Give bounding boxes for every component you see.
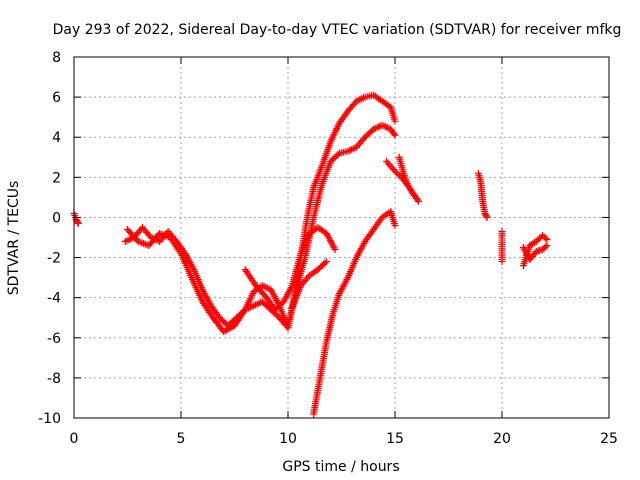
- y-tick-label: -8: [47, 371, 61, 387]
- data-point: [378, 121, 386, 129]
- y-tick-label: 6: [52, 90, 61, 106]
- data-point: [121, 238, 129, 246]
- data-point: [394, 170, 402, 178]
- data-point: [534, 236, 542, 244]
- series-arc-e: [241, 223, 339, 314]
- y-tick-label: -6: [47, 331, 61, 347]
- y-tick-label: 2: [52, 170, 61, 186]
- data-point: [354, 96, 362, 104]
- data-point: [543, 242, 551, 250]
- x-tick-label: 5: [177, 431, 186, 447]
- series-arc-i: [474, 169, 491, 221]
- data-point: [542, 243, 550, 251]
- y-tick-label: -2: [47, 251, 61, 267]
- data-point: [126, 235, 134, 243]
- data-point: [390, 130, 398, 138]
- data-point: [74, 218, 82, 226]
- data-point: [393, 169, 401, 177]
- data-point: [331, 246, 339, 254]
- data-point: [532, 238, 540, 246]
- data-point: [334, 151, 342, 159]
- data-point: [391, 117, 399, 125]
- data-point: [74, 219, 82, 227]
- data-point: [123, 237, 131, 245]
- data-point: [413, 196, 421, 204]
- data-point: [349, 145, 357, 153]
- x-tick-label: 25: [600, 431, 618, 447]
- data-point: [543, 236, 551, 244]
- data-point: [498, 258, 506, 266]
- data-point: [323, 258, 331, 266]
- data-point: [390, 166, 398, 174]
- y-tick-label: -4: [47, 291, 61, 307]
- data-point: [410, 191, 418, 199]
- series-arc-h: [395, 153, 418, 199]
- data-point: [262, 283, 270, 291]
- data-point: [253, 300, 261, 308]
- data-point: [371, 124, 379, 132]
- data-point: [535, 235, 543, 243]
- x-tick-label: 20: [493, 431, 511, 447]
- y-axis-label: SDTVAR / TECUs: [6, 181, 22, 296]
- data-point: [482, 212, 490, 220]
- x-axis-label: GPS time / hours: [282, 459, 399, 475]
- data-point: [125, 236, 133, 244]
- series-arc-d: [288, 258, 331, 312]
- y-tick-label: 4: [52, 130, 61, 146]
- series-arc-f: [310, 207, 399, 418]
- x-tick-label: 10: [279, 431, 297, 447]
- data-point: [359, 94, 367, 102]
- data-point: [391, 221, 399, 229]
- data-point: [346, 146, 354, 154]
- data-point: [358, 95, 366, 103]
- data-point: [344, 147, 352, 155]
- data-point: [258, 282, 266, 290]
- y-tick-label: 8: [52, 50, 61, 66]
- chart-title: Day 293 of 2022, Sidereal Day-to-day VTE…: [53, 22, 622, 38]
- x-tick-label: 0: [70, 431, 79, 447]
- data-point: [321, 259, 329, 267]
- series-arc-c: [124, 121, 399, 336]
- y-tick-label: -10: [38, 411, 61, 427]
- data-point: [356, 96, 364, 104]
- data-point: [375, 123, 383, 131]
- data-marks: [70, 91, 551, 418]
- plot-frame: [73, 56, 610, 419]
- series-arc-a: [70, 209, 82, 227]
- y-tick-label: 0: [52, 210, 61, 226]
- data-point: [263, 284, 271, 292]
- data-point: [415, 197, 423, 205]
- data-point: [260, 282, 268, 290]
- data-point: [391, 167, 399, 175]
- series-arc-l: [519, 242, 551, 264]
- data-point: [380, 122, 388, 130]
- x-tick-label: 15: [386, 431, 404, 447]
- data-point: [391, 131, 399, 139]
- data-point: [383, 124, 391, 132]
- data-point: [347, 146, 355, 154]
- series-arc-j: [498, 227, 506, 266]
- data-point: [542, 234, 550, 242]
- data-point: [352, 97, 360, 105]
- data-point: [251, 301, 259, 309]
- data-point: [373, 124, 381, 132]
- axis-ticks: 0 5 10 15 20 25 -10 -8 -6 -4 -2 0 2 4 6 8: [38, 50, 618, 447]
- data-point: [250, 302, 258, 310]
- data-point: [370, 125, 378, 133]
- series-arc-b: [121, 91, 399, 332]
- data-point: [409, 190, 417, 198]
- data-point: [483, 213, 491, 221]
- data-point: [382, 123, 390, 131]
